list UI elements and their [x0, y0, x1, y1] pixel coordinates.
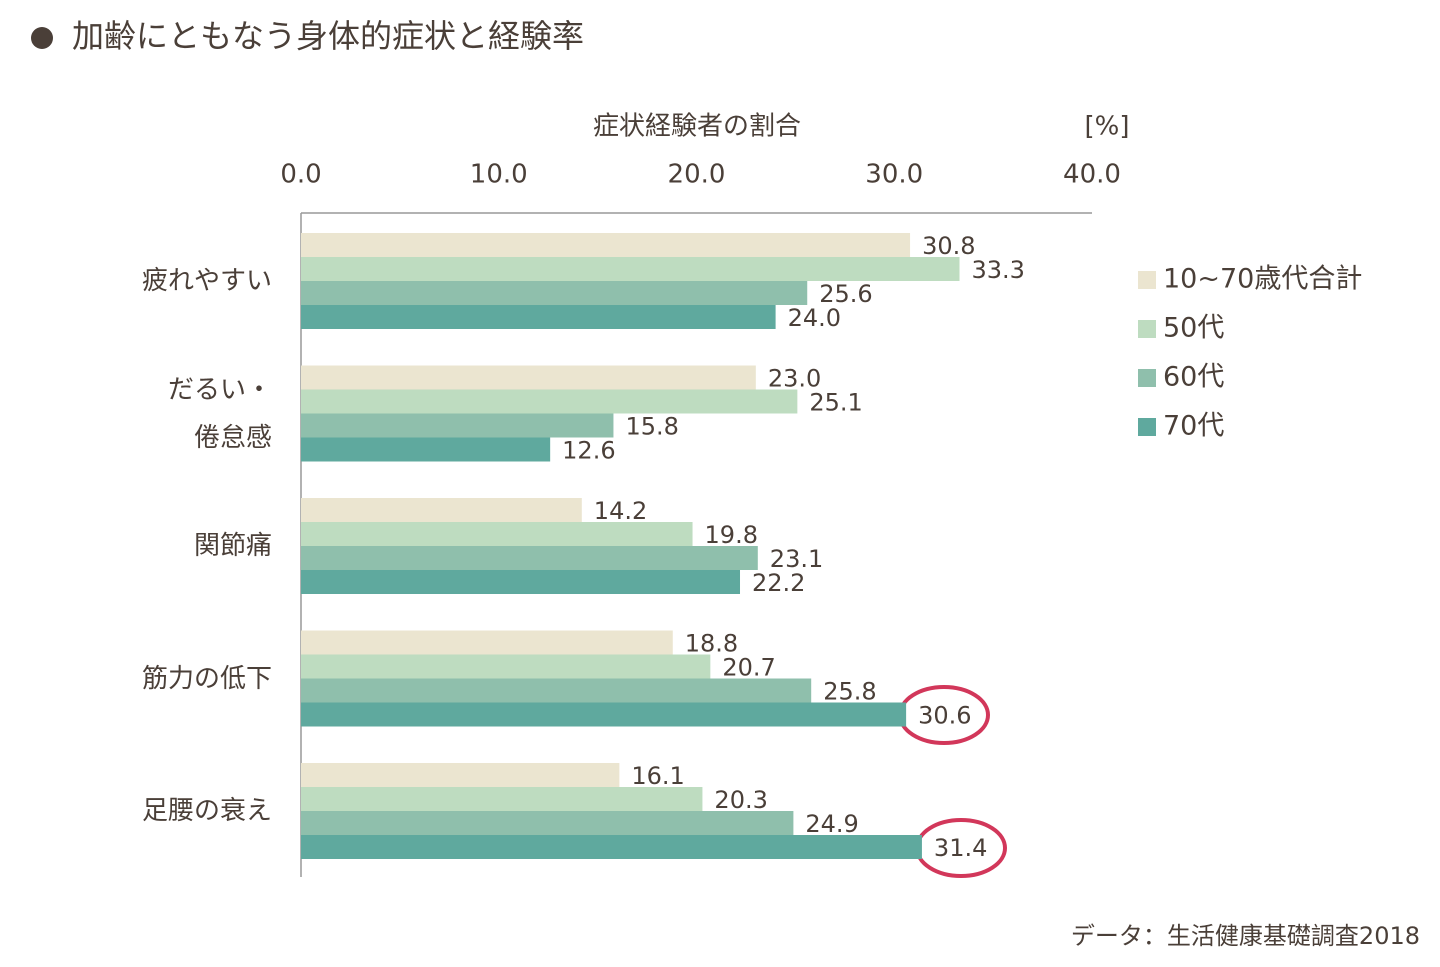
- value-label: 31.4: [934, 834, 987, 862]
- legend-label: 50代: [1163, 313, 1224, 344]
- bar: [301, 654, 711, 679]
- y-tick-label: 足腰の衰え: [141, 796, 272, 826]
- value-label: 20.7: [722, 654, 775, 682]
- x-tick-label: 20.0: [668, 160, 726, 190]
- value-label: 33.3: [972, 256, 1025, 284]
- bar: [301, 305, 776, 329]
- axis-unit: [%]: [1085, 112, 1130, 142]
- value-label: 16.1: [631, 762, 684, 790]
- value-label: 18.8: [685, 630, 738, 658]
- bar: [301, 522, 693, 546]
- x-tick-label: 30.0: [865, 160, 923, 190]
- legend-label: 10~70歳代合計: [1163, 264, 1362, 295]
- bar: [301, 437, 551, 462]
- value-label: 22.2: [752, 569, 805, 597]
- legend-label: 60代: [1163, 362, 1224, 393]
- bar: [301, 630, 673, 655]
- value-label: 19.8: [705, 521, 758, 549]
- bar: [301, 702, 907, 727]
- legend-swatch: [1138, 418, 1156, 436]
- bar: [301, 389, 798, 414]
- bar: [301, 787, 703, 811]
- title-bullet: [31, 27, 53, 49]
- bar: [301, 281, 808, 305]
- value-label: 25.6: [819, 280, 872, 308]
- y-tick-label: 疲れやすい: [141, 266, 272, 296]
- legend-label: 70代: [1163, 411, 1224, 442]
- y-tick-label: 関節痛: [193, 531, 272, 561]
- source: データ：生活健康基礎調査2018: [1071, 922, 1420, 950]
- axis-title: 症状経験者の割合: [593, 112, 801, 142]
- bar: [301, 835, 922, 859]
- value-label: 30.6: [918, 702, 971, 730]
- bar: [301, 413, 614, 438]
- value-label: 12.6: [562, 437, 615, 465]
- value-label: 20.3: [714, 786, 767, 814]
- bar: [301, 763, 620, 787]
- value-label: 23.1: [770, 545, 823, 573]
- bar: [301, 257, 960, 281]
- bar: [301, 546, 758, 570]
- x-tick-label: 0.0: [280, 160, 321, 190]
- value-label: 25.8: [823, 678, 876, 706]
- value-label: 14.2: [594, 497, 647, 525]
- value-label: 25.1: [809, 389, 862, 417]
- y-tick-label: 筋力の低下: [141, 663, 272, 694]
- bar: [301, 365, 756, 390]
- x-tick-label: 10.0: [470, 160, 528, 190]
- value-label: 24.9: [805, 810, 858, 838]
- value-label: 23.0: [768, 365, 821, 393]
- value-label: 30.8: [922, 232, 975, 260]
- bar: [301, 233, 911, 257]
- y-tick-label: だるい・ 倦怠感: [167, 374, 272, 453]
- value-label: 24.0: [788, 304, 841, 332]
- bar: [301, 498, 582, 522]
- legend-swatch: [1138, 271, 1156, 289]
- bar: [301, 811, 794, 835]
- bar: [301, 570, 741, 594]
- x-tick-label: 40.0: [1063, 160, 1121, 190]
- bar: [301, 678, 812, 703]
- legend-swatch: [1138, 369, 1156, 387]
- value-label: 15.8: [625, 413, 678, 441]
- legend-swatch: [1138, 320, 1156, 338]
- chart-title: 加齢にともなう身体的症状と経験率: [72, 17, 584, 55]
